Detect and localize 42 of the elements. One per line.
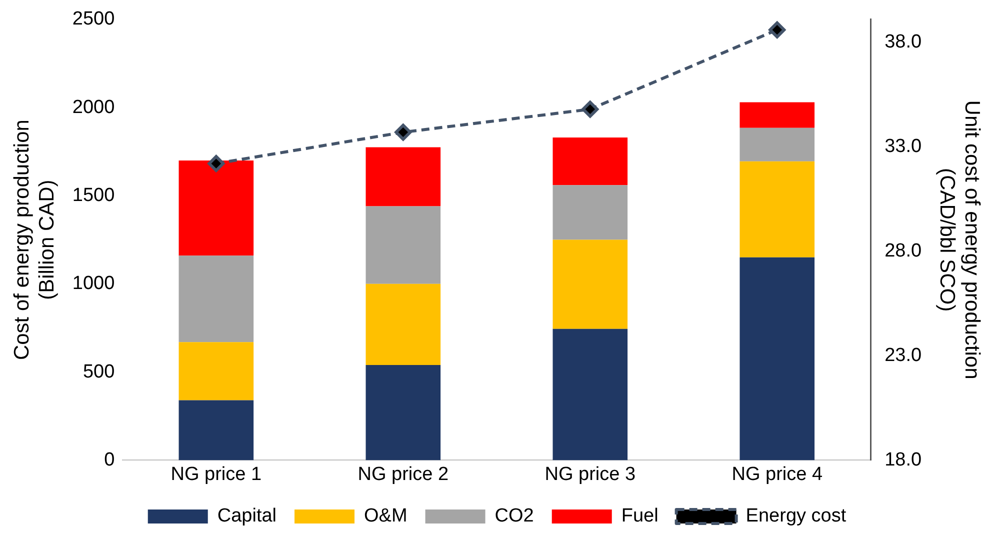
legend-label: Energy cost (746, 506, 847, 527)
point (768, 21, 786, 38)
bar (178, 400, 254, 460)
legend-label: CO2 (494, 506, 534, 527)
bar (366, 147, 441, 206)
y-tick-label: 1000 (72, 273, 115, 294)
bar (366, 206, 441, 284)
point (394, 124, 412, 141)
y-tick-label: 1500 (72, 184, 115, 206)
y2-axis-title: Unit cost of energy production (CAD/bbl SCO) (935, 100, 984, 380)
bar (178, 342, 254, 400)
x-tick-label: NG price 4 (732, 464, 823, 485)
y2-tick-label: 18.0 (884, 449, 922, 470)
y-tick-label: 0 (104, 449, 115, 470)
bar (552, 328, 628, 460)
bar (740, 128, 815, 162)
bar (366, 284, 441, 365)
point (208, 155, 225, 172)
y2-tick-label: 38.0 (884, 32, 922, 53)
bar (552, 138, 628, 186)
x-tick-label: NG price 3 (544, 464, 636, 485)
bar (740, 257, 815, 460)
y-axis-title: Cost of energy production (Billion CAD) (10, 120, 59, 360)
bar (552, 240, 628, 329)
point (582, 100, 599, 118)
legend-label: Capital (217, 506, 277, 527)
bar (178, 256, 254, 342)
bar (366, 364, 441, 460)
legend-label: O&M (364, 506, 408, 527)
legend-label: Fuel (621, 506, 658, 527)
y2-tick-label: 28.0 (884, 240, 922, 262)
y-tick-label: 2000 (72, 96, 115, 118)
y-tick-label: 500 (82, 361, 115, 382)
x-tick-label: NG price 2 (358, 464, 449, 485)
x-tick-label: NG price 1 (170, 464, 262, 485)
y-tick-label: 2500 (72, 8, 115, 30)
bar (740, 102, 815, 128)
bar (178, 160, 254, 256)
y2-tick-label: 23.0 (884, 344, 922, 366)
y2-tick-label: 33.0 (884, 136, 922, 158)
bar (740, 161, 815, 258)
bar (552, 185, 628, 240)
